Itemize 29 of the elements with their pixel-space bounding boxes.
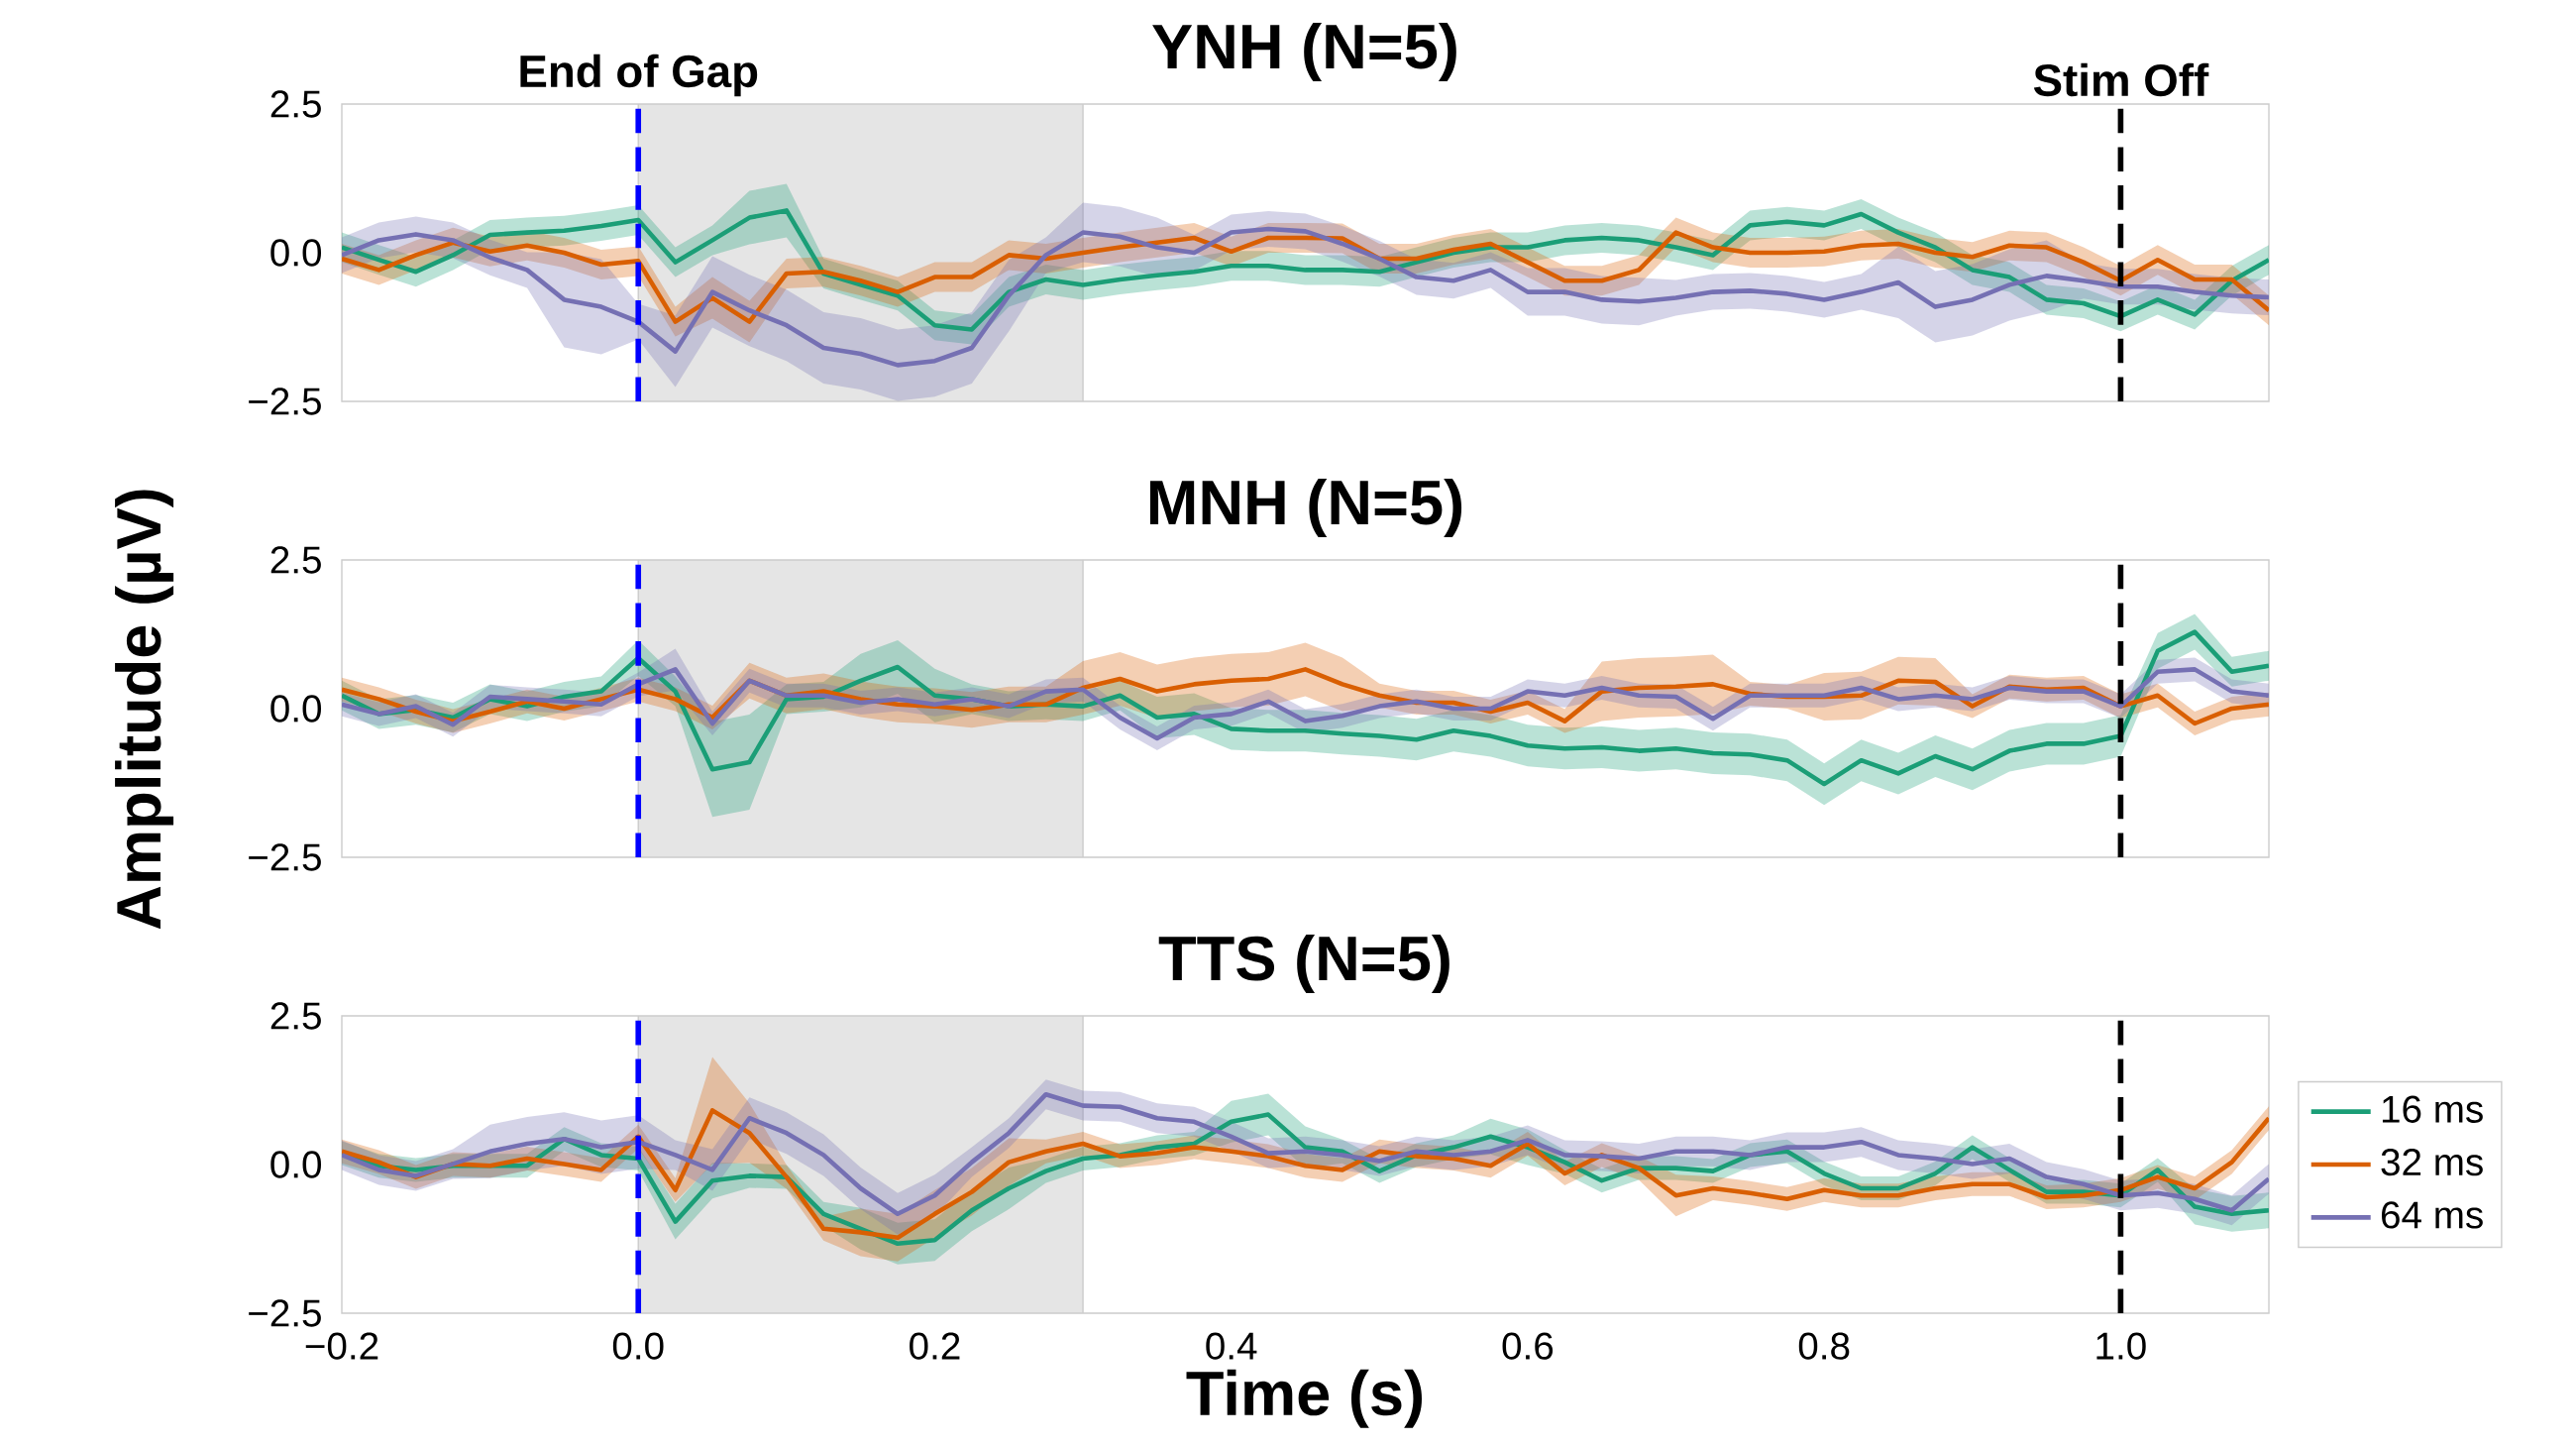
- x-tick-label: 0.4: [1206, 1332, 1257, 1360]
- chart-title: YNH (N=5): [1152, 23, 1456, 82]
- y-tick-label: −2.5: [249, 1299, 321, 1327]
- y-tick-label: 0.0: [270, 239, 322, 267]
- legend-label: 64 ms: [2382, 1201, 2483, 1229]
- x-tick-label: −0.2: [305, 1332, 378, 1360]
- line-series: [342, 226, 2270, 368]
- x-tick-label: 0.2: [910, 1332, 960, 1360]
- ref-line-label: End of Gap: [520, 54, 758, 97]
- y-tick-label: 0.0: [270, 1151, 322, 1178]
- x-tick-label: 0.6: [1502, 1332, 1554, 1360]
- y-tick-label: 2.5: [270, 90, 321, 118]
- x-tick-label: 1.0: [2096, 1332, 2146, 1360]
- line-series: [342, 230, 2270, 324]
- y-tick-label: 2.5: [270, 546, 321, 574]
- chart-title: TTS (N=5): [1158, 935, 1449, 994]
- ref-line-label: Stim Off: [2033, 62, 2209, 97]
- legend-label: 32 ms: [2381, 1148, 2483, 1176]
- x-tick-label: 0.0: [612, 1332, 664, 1360]
- y-tick-label: −2.5: [249, 388, 321, 415]
- y-axis-title: Amplitude (µV): [115, 490, 174, 930]
- legend-label: 16 ms: [2382, 1095, 2483, 1123]
- y-tick-label: 2.5: [270, 1002, 321, 1030]
- x-tick-label: 0.8: [1798, 1332, 1850, 1360]
- y-tick-label: 0.0: [270, 695, 322, 723]
- x-axis-title: Time (s): [1186, 1369, 1422, 1428]
- line-series: [342, 1091, 2270, 1217]
- chart-title: MNH (N=5): [1149, 479, 1462, 538]
- y-tick-label: −2.5: [249, 843, 321, 871]
